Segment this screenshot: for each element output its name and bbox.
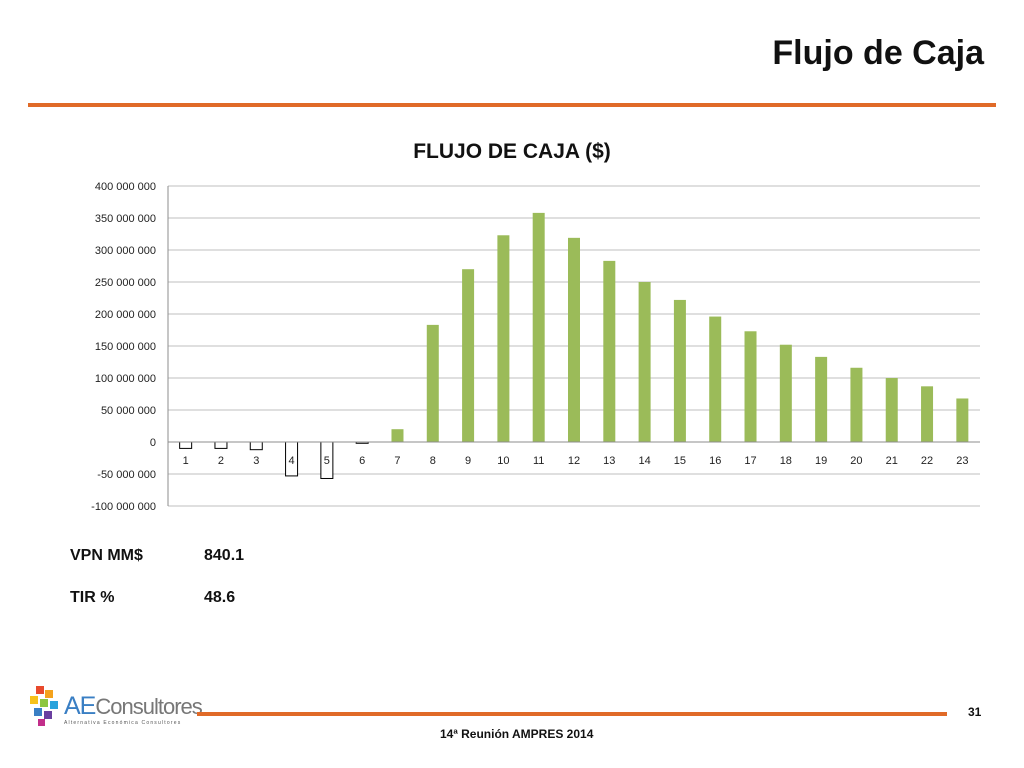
x-tick-label: 7 [394,455,400,467]
logo-brand-prefix: AE [64,692,96,720]
chart-title: FLUJO DE CAJA ($) [413,140,611,163]
metric-label-vpn: VPN MM$ [70,547,143,564]
x-tick-label: 11 [533,455,544,467]
bar [497,235,510,442]
bar [179,441,193,449]
footer-text: 14ª Reunión AMPRES 2014 [440,727,594,741]
bar [391,429,404,442]
bar [815,356,828,442]
x-tick-label: 16 [709,455,721,467]
bar [850,367,863,442]
bar [744,331,757,442]
bar [603,260,616,442]
bar [956,398,969,442]
y-tick-label: 350 000 000 [95,213,156,225]
y-tick-label: 200 000 000 [95,309,156,321]
x-tick-label: 17 [744,455,756,467]
y-tick-label: 250 000 000 [95,277,156,289]
x-tick-label: 3 [253,455,259,467]
x-tick-label: 23 [956,455,968,467]
x-tick-label: 4 [289,455,295,467]
bottom-divider [197,712,947,716]
y-tick-label: 300 000 000 [95,245,156,257]
x-tick-label: 19 [815,455,827,467]
logo-cubes-icon [30,686,58,726]
bar [214,441,228,449]
y-tick-label: 400 000 000 [95,181,156,193]
bar [532,212,545,442]
x-tick-label: 6 [359,455,365,467]
bar [885,378,898,442]
bar [921,386,934,442]
y-tick-label: -50 000 000 [97,469,156,481]
page-number: 31 [968,705,982,719]
metric-label-tir: TIR % [70,589,115,606]
x-tick-label: 8 [430,455,436,467]
logo-wordmark: AEConsultores [64,692,203,721]
bar [462,269,475,442]
x-tick-label: 15 [674,455,686,467]
bar [709,316,722,442]
company-logo: AEConsultores Alternativa Económica Cons… [26,684,203,734]
bar [568,237,580,442]
bar [426,324,439,442]
x-tick-label: 1 [183,455,189,467]
x-tick-label: 21 [886,455,898,467]
bar [779,344,792,442]
bar [673,299,686,442]
x-tick-label: 10 [497,455,509,467]
top-divider [28,103,996,107]
x-tick-label: 20 [850,455,862,467]
x-tick-label: 9 [465,455,471,467]
metric-value-tir: 48.6 [204,589,236,606]
y-tick-label: 100 000 000 [95,373,156,385]
x-tick-label: 14 [638,455,650,467]
x-tick-label: 22 [921,455,933,467]
x-tick-label: 18 [780,455,792,467]
bar [249,441,263,451]
bar [638,282,651,442]
y-tick-label: 50 000 000 [101,405,156,417]
x-tick-label: 2 [218,455,224,467]
y-tick-label: 150 000 000 [95,341,156,353]
x-tick-label: 5 [324,455,330,467]
y-tick-label: -100 000 000 [91,501,156,513]
logo-brand-suffix: Consultores [95,694,202,719]
x-tick-label: 13 [603,455,615,467]
x-tick-label: 12 [568,455,580,467]
y-tick-label: 0 [150,437,156,449]
logo-tagline: Alternativa Económica Consultores [64,720,182,726]
metric-value-vpn: 840.1 [204,547,245,564]
slide-title: Flujo de Caja [772,34,984,72]
